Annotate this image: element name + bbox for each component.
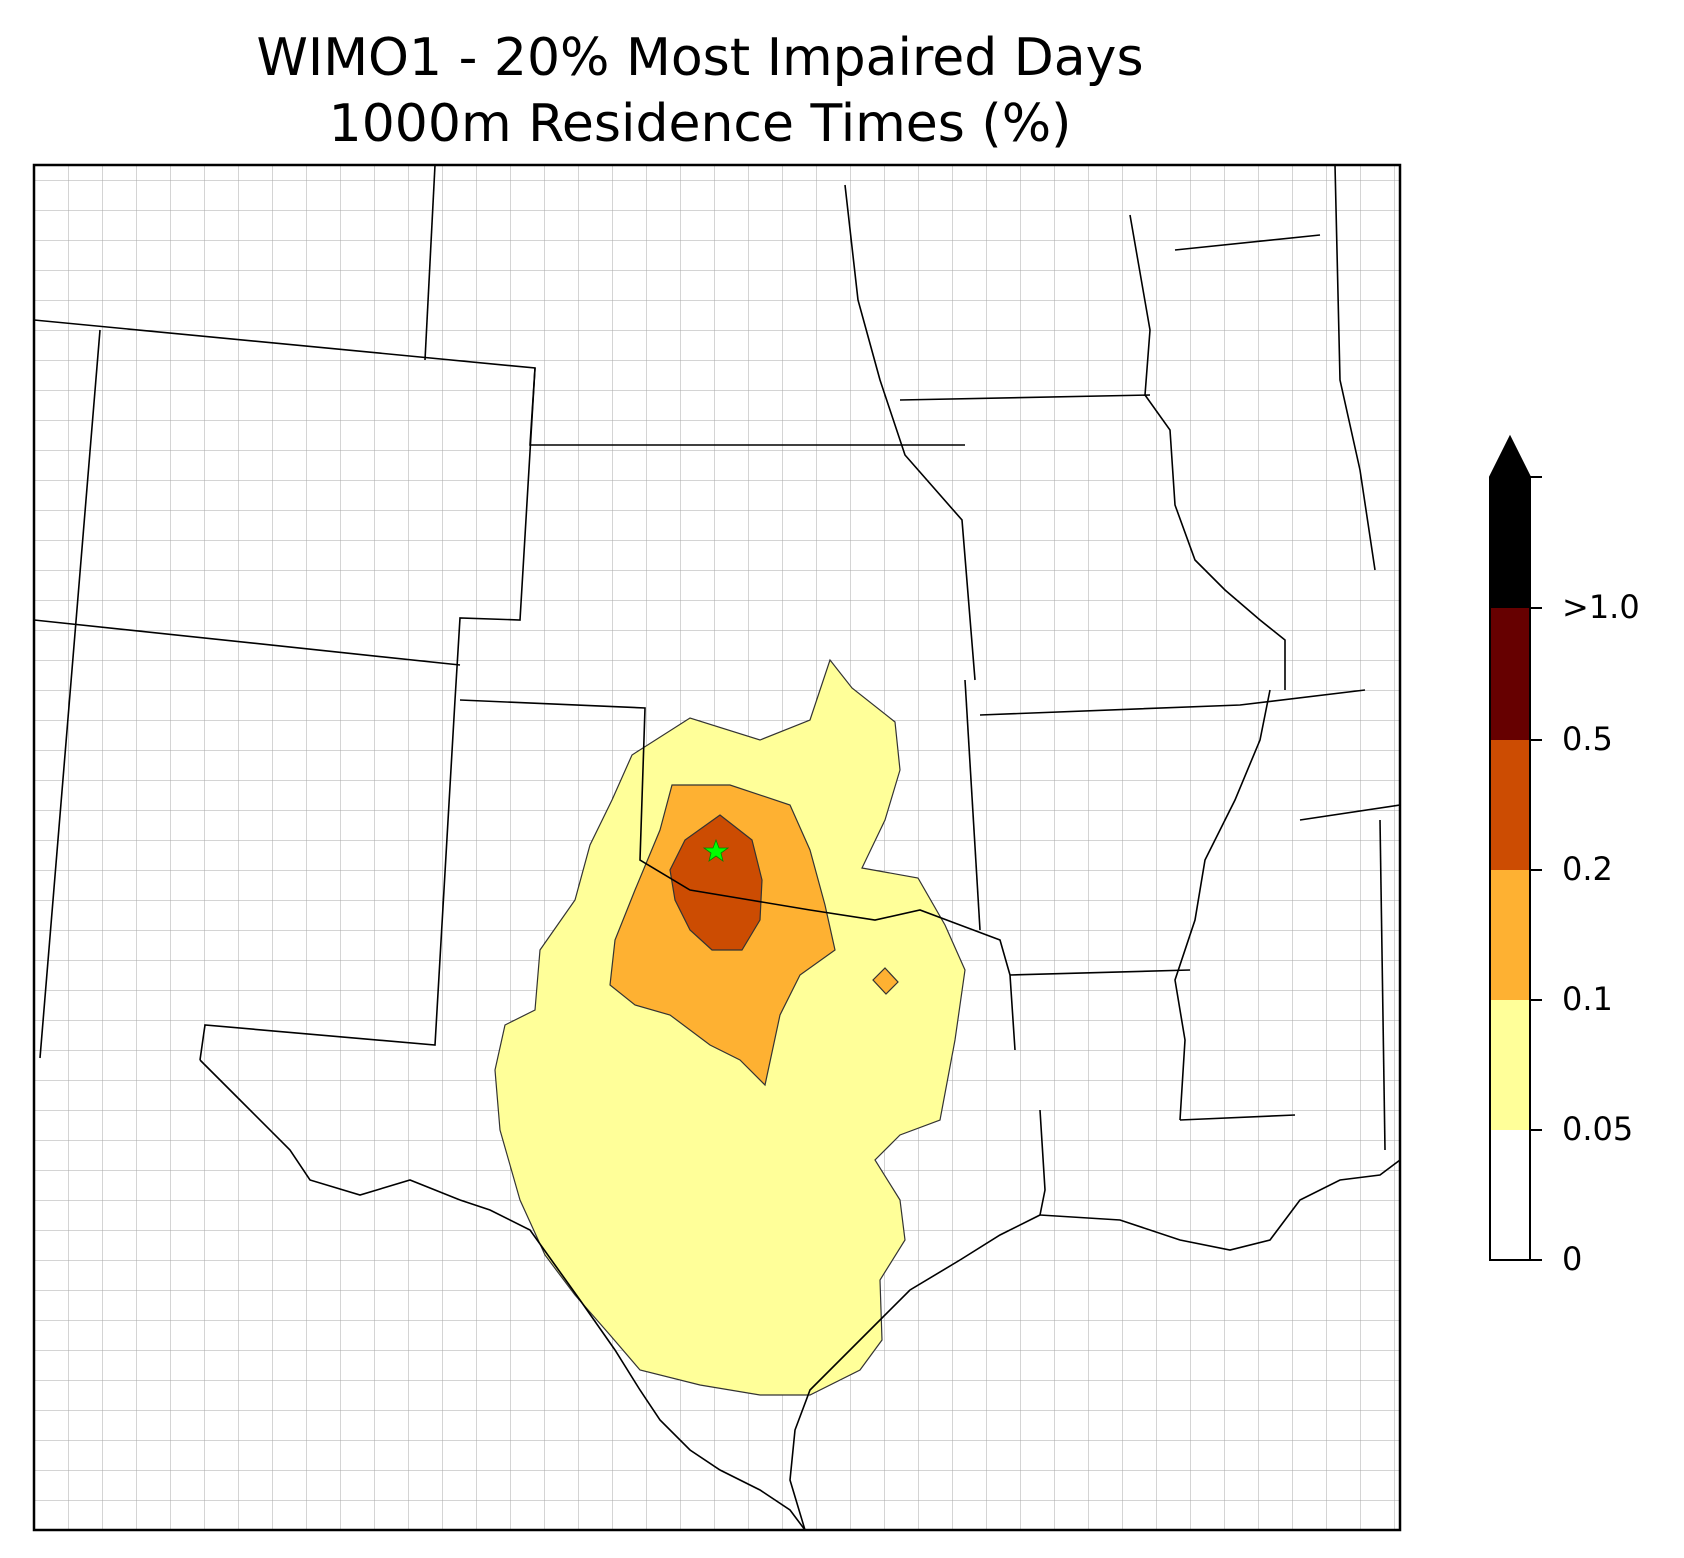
- map-subtitle: 1000m Residence Times (%): [328, 94, 1072, 154]
- colorbar-tick-label: 0.5: [1562, 720, 1613, 758]
- site-star-icon: [702, 838, 730, 862]
- map-area: [34, 165, 1400, 1530]
- colorbar-tick-label: 0.2: [1562, 850, 1613, 888]
- map-title: WIMO1 - 20% Most Impaired Days: [256, 28, 1144, 88]
- colorbar-bin-4: [1490, 608, 1530, 740]
- colorbar-extend-arrow: [1490, 437, 1530, 477]
- colorbar-tick-label: 0.05: [1562, 1110, 1634, 1148]
- state-borders: [34, 165, 1400, 1530]
- colorbar-tick-label: 0.1: [1562, 980, 1613, 1018]
- contour-0.1-small: [872, 967, 899, 995]
- colorbar-bin-3: [1490, 740, 1530, 870]
- colorbar-bin-1: [1490, 1000, 1530, 1130]
- colorbar-bin-2: [1490, 870, 1530, 1000]
- colorbar-bin-0: [1490, 1130, 1530, 1260]
- colorbar-tick-label: >1.0: [1562, 588, 1640, 626]
- map-frame: [32, 163, 1402, 1532]
- colorbar-tick-label: 0: [1562, 1240, 1583, 1278]
- contour-0.2: [669, 814, 763, 951]
- colorbar-bin-5: [1490, 477, 1530, 608]
- colorbar: [1489, 434, 1542, 1261]
